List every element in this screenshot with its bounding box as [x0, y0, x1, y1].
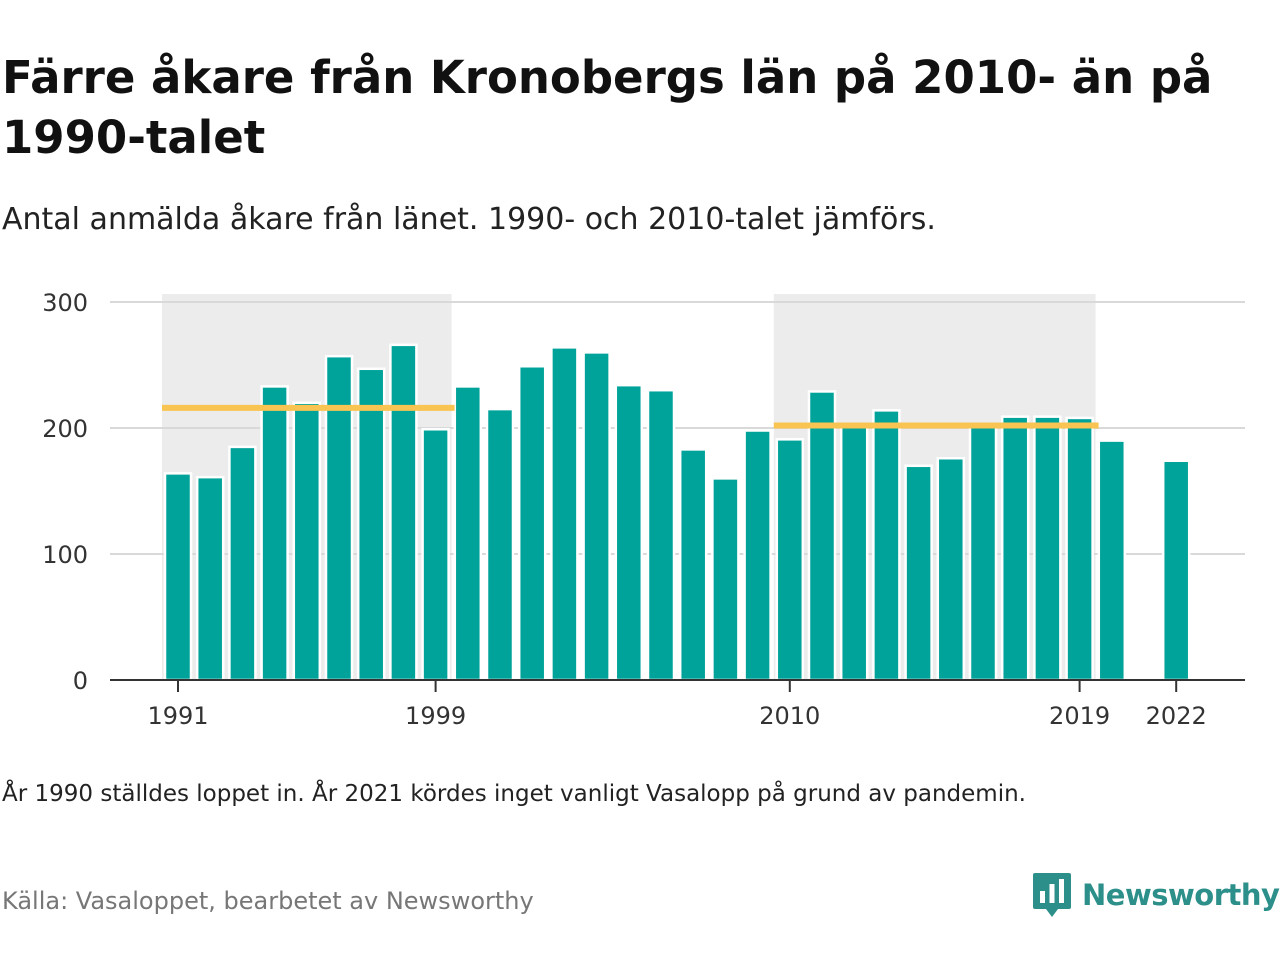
brand-logo: Newsworthy: [1032, 870, 1280, 920]
chart-title: Färre åkare från Kronobergs län på 2010-…: [2, 51, 1213, 164]
bar-2020: [1097, 439, 1127, 682]
y-tick-label-0: 0: [73, 667, 88, 695]
bar-chart: 0 100 200 300 1991 1999 2010 2019 2022: [42, 289, 1245, 730]
bar-1992: [195, 475, 225, 682]
bar-1994: [260, 385, 289, 682]
y-tick-label-100: 100: [42, 541, 88, 569]
bar-1996: [324, 354, 354, 682]
bar-2000: [453, 385, 483, 682]
brand-name: Newsworthy: [1082, 878, 1280, 912]
bar-2012: [839, 425, 869, 682]
bar-2018: [1033, 415, 1062, 682]
bar-2017: [1000, 415, 1030, 682]
bar-2008: [711, 477, 740, 682]
bar-2022: [1161, 459, 1191, 682]
bar-2003: [550, 346, 579, 682]
x-tick-label-1999: 1999: [405, 702, 466, 730]
bar-2019: [1065, 416, 1094, 682]
newsworthy-logo-icon: [1033, 873, 1071, 917]
bar-2002: [517, 365, 547, 682]
bar-2010: [775, 438, 805, 682]
bar-1998: [389, 343, 418, 682]
bar-2007: [678, 448, 708, 682]
y-tick-label-200: 200: [42, 415, 88, 443]
x-tick-label-1991: 1991: [147, 702, 208, 730]
chart-subtitle: Antal anmälda åkare från länet. 1990- oc…: [2, 202, 936, 237]
bar-1999: [421, 428, 450, 682]
bar-1997: [356, 367, 386, 682]
chart-note: År 1990 ställdes loppet in. År 2021 körd…: [2, 781, 1026, 807]
x-tick-label-2019: 2019: [1049, 702, 1110, 730]
bar-1995: [292, 401, 322, 682]
y-tick-label-300: 300: [42, 289, 88, 317]
bar-2011: [807, 390, 837, 682]
bar-2006: [646, 388, 676, 682]
bar-2015: [936, 456, 966, 682]
bar-2016: [968, 425, 998, 682]
bar-2013: [872, 409, 901, 682]
x-tick-label-2022: 2022: [1146, 702, 1207, 730]
bar-2005: [614, 383, 644, 682]
source-credit: Källa: Vasaloppet, bearbetet av Newswort…: [2, 887, 534, 915]
bar-1991: [163, 472, 193, 682]
bar-1993: [228, 445, 257, 682]
bar-2009: [743, 429, 772, 682]
x-tick-label-2010: 2010: [759, 702, 820, 730]
bar-2001: [485, 407, 515, 682]
bar-2014: [904, 464, 933, 682]
bar-2004: [582, 351, 611, 682]
